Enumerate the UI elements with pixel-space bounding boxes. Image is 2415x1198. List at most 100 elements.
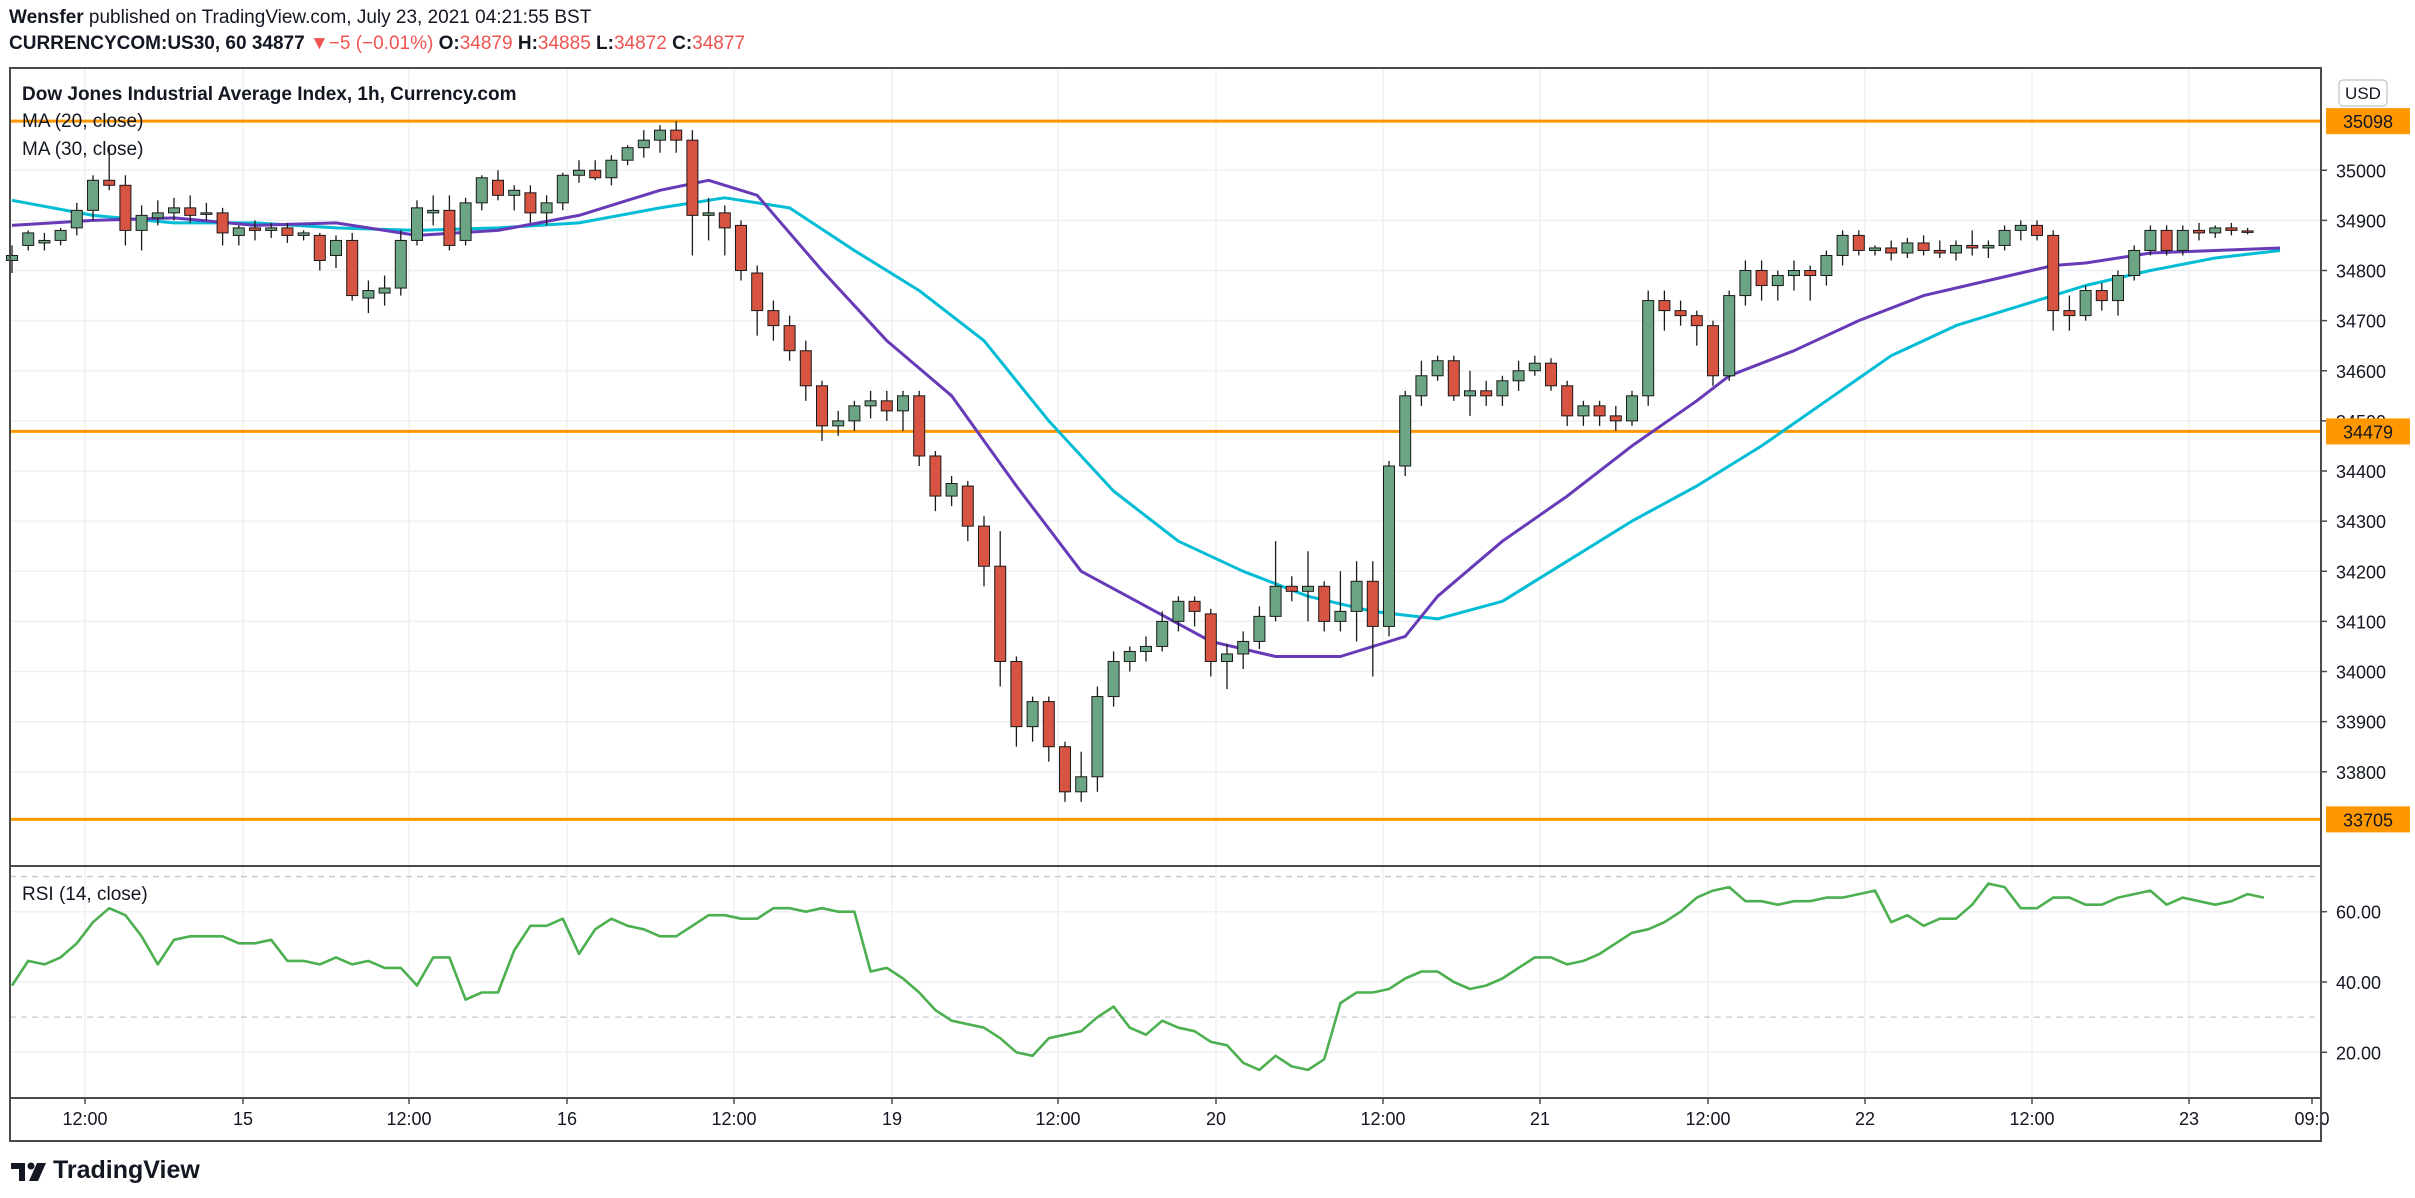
candle-down bbox=[1593, 400, 1606, 426]
candle-body bbox=[2160, 229, 2173, 251]
candle-body bbox=[735, 224, 747, 272]
open-label: O: bbox=[438, 33, 460, 54]
ma20-legend[interactable]: MA (20, close) bbox=[22, 111, 143, 132]
candle-up bbox=[1156, 611, 1169, 652]
candle-body bbox=[232, 227, 245, 236]
candle-body bbox=[54, 229, 67, 241]
candle-body bbox=[2176, 229, 2189, 251]
candle-body bbox=[621, 147, 634, 161]
horizontal-levels bbox=[10, 119, 2321, 821]
candle-up bbox=[945, 476, 958, 507]
candle-body bbox=[1253, 615, 1266, 642]
candle-down bbox=[443, 195, 456, 251]
currency-badge[interactable] bbox=[2338, 79, 2388, 107]
horizontal-level-tag bbox=[2326, 806, 2410, 833]
candle-body bbox=[378, 287, 391, 294]
high-value: 34885 bbox=[537, 33, 591, 54]
candle-body bbox=[119, 184, 132, 231]
candle-body bbox=[184, 207, 197, 216]
candle-down bbox=[1318, 581, 1331, 632]
candle-body bbox=[103, 179, 116, 186]
candle-body bbox=[265, 227, 278, 231]
ma30-legend[interactable]: MA (30, close) bbox=[22, 139, 143, 160]
candle-up bbox=[848, 400, 861, 431]
candle-body bbox=[1026, 701, 1039, 728]
candle-down bbox=[1059, 741, 1071, 802]
close-value: 34877 bbox=[692, 33, 746, 54]
candle-body bbox=[6, 254, 18, 261]
candle-up bbox=[508, 185, 521, 211]
candle-body bbox=[1156, 620, 1169, 647]
candle-up bbox=[1075, 751, 1088, 802]
candle-body bbox=[1431, 360, 1444, 377]
candle-down bbox=[2160, 225, 2173, 256]
candle-body bbox=[1609, 415, 1622, 422]
price-axis-label: 34000 bbox=[2336, 663, 2386, 683]
candle-up bbox=[2128, 245, 2141, 281]
candle-body bbox=[832, 420, 845, 427]
candle-body bbox=[929, 455, 942, 497]
candle-up bbox=[151, 200, 164, 226]
candle-body bbox=[151, 212, 164, 219]
tradingview-logo[interactable]: TradingView bbox=[9, 1156, 200, 1185]
candle-body bbox=[1642, 300, 1655, 397]
high-label: H: bbox=[517, 33, 538, 54]
candle-down bbox=[1366, 561, 1379, 677]
candle-down bbox=[1690, 310, 1703, 346]
low-label: L: bbox=[596, 33, 614, 54]
candle-down bbox=[799, 340, 812, 401]
candle-body bbox=[1820, 254, 1833, 277]
candle-up bbox=[1253, 606, 1266, 649]
candle-body bbox=[1545, 362, 1557, 387]
candle-down bbox=[913, 390, 926, 466]
candle-body bbox=[1755, 270, 1768, 287]
candle-up bbox=[1626, 390, 1638, 426]
candle-body bbox=[1836, 234, 1849, 256]
candle-up bbox=[1739, 260, 1752, 306]
rsi-legend[interactable]: RSI (14, close) bbox=[22, 884, 148, 905]
candle-down bbox=[1755, 260, 1768, 301]
candle-up bbox=[1496, 375, 1509, 406]
candle-body bbox=[135, 214, 148, 231]
candle-down bbox=[1658, 290, 1671, 331]
rsi-line bbox=[10, 882, 2265, 1072]
price-axis-label: 34800 bbox=[2336, 262, 2386, 282]
candle-down bbox=[718, 205, 731, 256]
candle-up bbox=[232, 225, 245, 246]
candle-up bbox=[411, 200, 423, 246]
candle-down bbox=[313, 232, 326, 271]
candle-body bbox=[411, 207, 423, 241]
rsi-pane bbox=[10, 875, 2321, 1072]
candle-body bbox=[1901, 242, 1914, 254]
candle-body bbox=[1107, 660, 1120, 698]
author-name[interactable]: Wensfer bbox=[9, 7, 84, 28]
candle-down bbox=[1609, 405, 1622, 431]
candle-body bbox=[2144, 229, 2157, 251]
candle-up bbox=[2112, 270, 2124, 316]
candle-up bbox=[1123, 646, 1136, 672]
candle-up bbox=[168, 197, 180, 221]
time-axis-label: 19 bbox=[882, 1109, 902, 1129]
price-axis-label: 34700 bbox=[2336, 312, 2386, 332]
candle-body bbox=[1966, 244, 1979, 249]
candle-body bbox=[297, 232, 310, 236]
candle-body bbox=[38, 239, 51, 244]
candle-body bbox=[1998, 229, 2011, 246]
candle-body bbox=[216, 212, 229, 234]
candle-body bbox=[1204, 613, 1217, 662]
candle-body bbox=[281, 227, 294, 236]
candle-up bbox=[702, 197, 715, 241]
candle-down bbox=[1480, 380, 1493, 406]
candle-up bbox=[1350, 561, 1363, 642]
candle-body bbox=[394, 239, 407, 289]
candle-body bbox=[1075, 776, 1088, 793]
candle-body bbox=[22, 232, 35, 246]
price-change: −5 (−0.01%) bbox=[328, 33, 434, 54]
candle-body bbox=[1852, 234, 1865, 251]
candle-up bbox=[297, 230, 310, 241]
candle-down bbox=[2095, 283, 2108, 311]
candle-body bbox=[1690, 315, 1703, 327]
candle-body bbox=[1237, 640, 1250, 655]
candle-body bbox=[767, 310, 780, 327]
